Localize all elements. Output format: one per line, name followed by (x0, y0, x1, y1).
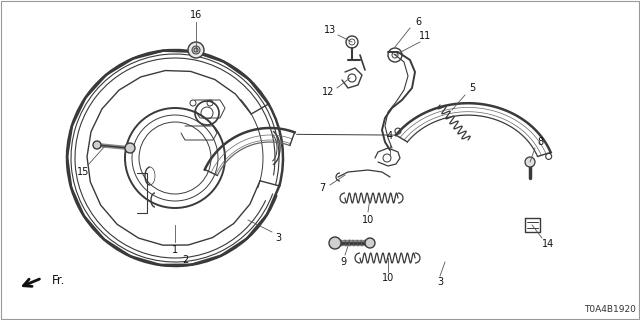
Text: 8: 8 (537, 137, 543, 147)
Text: 2: 2 (182, 255, 188, 265)
Text: 5: 5 (469, 83, 475, 93)
Circle shape (525, 157, 535, 167)
Text: 13: 13 (324, 25, 336, 35)
Text: 14: 14 (542, 239, 554, 249)
Text: 10: 10 (362, 215, 374, 225)
Circle shape (329, 237, 341, 249)
Circle shape (192, 46, 200, 54)
Circle shape (93, 141, 101, 149)
Text: 6: 6 (415, 17, 421, 27)
Text: 16: 16 (190, 10, 202, 20)
Text: 12: 12 (322, 87, 334, 97)
Text: Fr.: Fr. (52, 274, 65, 286)
Text: 9: 9 (340, 257, 346, 267)
Circle shape (365, 238, 375, 248)
Text: 1: 1 (172, 245, 178, 255)
Text: T0A4B1920: T0A4B1920 (584, 305, 636, 314)
Text: 4: 4 (387, 131, 393, 141)
Text: 15: 15 (77, 167, 89, 177)
Text: 10: 10 (382, 273, 394, 283)
Text: 3: 3 (437, 277, 443, 287)
Text: 7: 7 (319, 183, 325, 193)
Circle shape (188, 42, 204, 58)
Text: 11: 11 (419, 31, 431, 41)
Text: 3: 3 (275, 233, 281, 243)
Circle shape (125, 143, 135, 153)
